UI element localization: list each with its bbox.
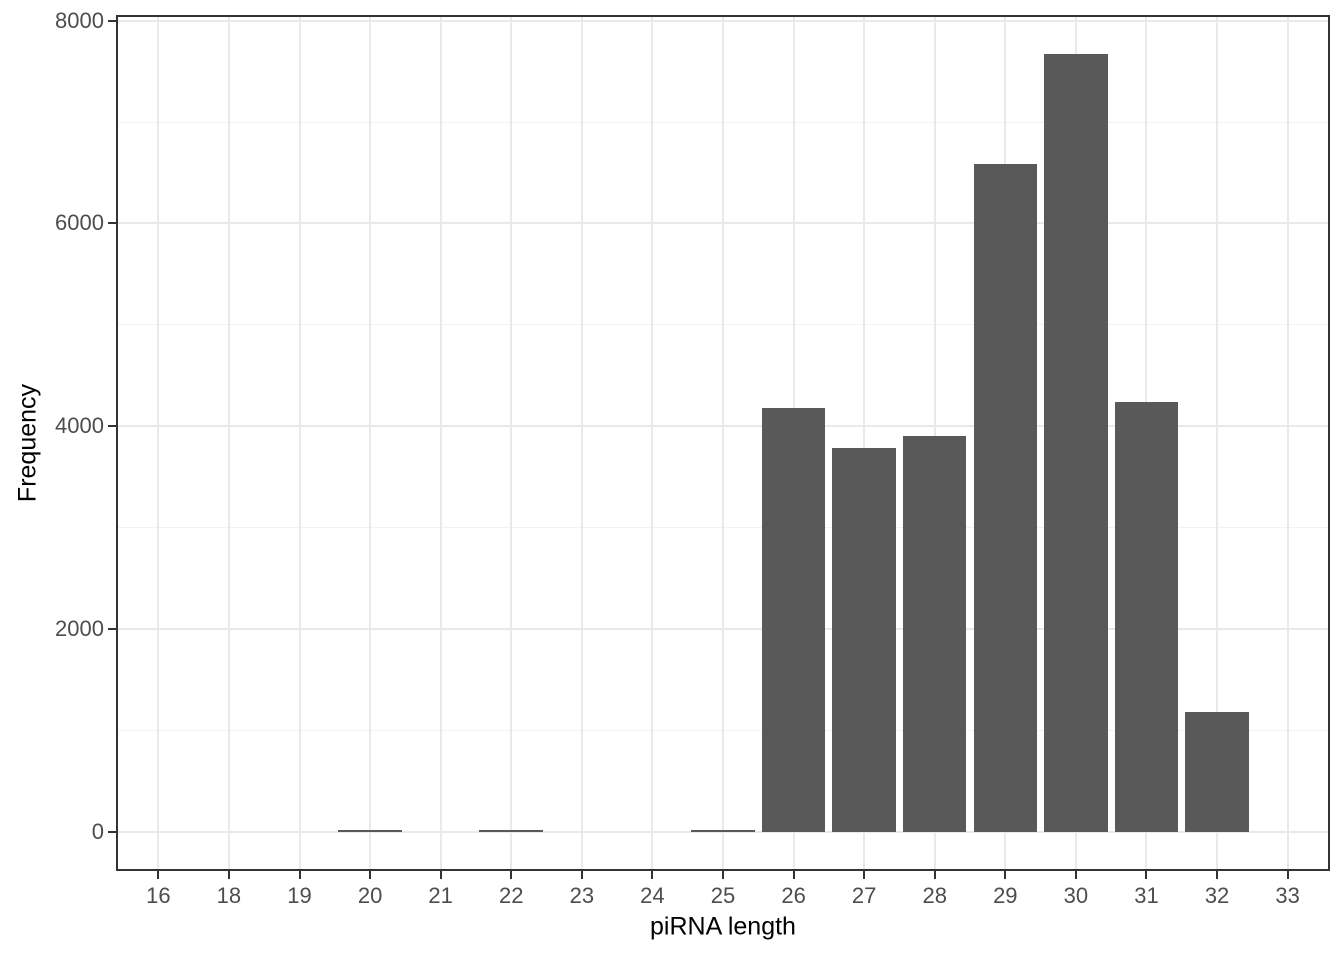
x-tick-label: 29 bbox=[993, 883, 1018, 908]
x-tick-label: 27 bbox=[851, 883, 877, 908]
bar bbox=[973, 163, 1038, 833]
x-tick-label: 22 bbox=[499, 883, 524, 908]
y-tick-label: 2000 bbox=[55, 616, 104, 642]
vertical-gridline bbox=[298, 15, 301, 871]
x-tick-label: 32 bbox=[1204, 883, 1230, 908]
y-tick-mark bbox=[108, 425, 116, 428]
plot-panel bbox=[116, 15, 1330, 871]
x-tick-mark bbox=[510, 871, 513, 879]
x-tick-label: 31 bbox=[1134, 883, 1159, 908]
vertical-gridline bbox=[1286, 15, 1289, 871]
x-tick-mark bbox=[863, 871, 866, 879]
y-tick-label: 8000 bbox=[55, 7, 104, 33]
y-tick-label: 0 bbox=[91, 819, 104, 845]
x-tick-mark bbox=[722, 871, 724, 879]
vertical-gridline bbox=[439, 15, 442, 871]
bar bbox=[1114, 401, 1179, 833]
bar bbox=[338, 830, 402, 833]
x-tick-label: 19 bbox=[287, 883, 312, 908]
vertical-gridline bbox=[227, 15, 230, 871]
x-tick-mark bbox=[439, 871, 442, 879]
x-tick-mark bbox=[227, 871, 230, 879]
x-axis-title: piRNA length bbox=[650, 912, 796, 941]
y-tick-mark bbox=[108, 831, 116, 834]
x-tick-label: 33 bbox=[1275, 883, 1300, 908]
vertical-gridline bbox=[1216, 15, 1219, 871]
x-tick-mark bbox=[580, 871, 583, 879]
y-tick-mark bbox=[108, 19, 116, 22]
x-tick-mark bbox=[1004, 871, 1007, 879]
x-tick-label: 16 bbox=[146, 883, 171, 908]
x-tick-mark bbox=[1216, 871, 1219, 879]
x-tick-mark bbox=[298, 871, 301, 879]
x-tick-label: 30 bbox=[1063, 883, 1089, 908]
x-tick-mark bbox=[1286, 871, 1289, 879]
x-tick-mark bbox=[651, 871, 654, 879]
bar bbox=[832, 447, 896, 833]
vertical-gridline bbox=[651, 15, 654, 871]
x-tick-mark bbox=[792, 871, 795, 879]
x-tick-mark bbox=[369, 871, 372, 879]
bar bbox=[1044, 54, 1108, 833]
vertical-gridline bbox=[510, 15, 513, 871]
vertical-gridline bbox=[863, 15, 866, 871]
bar bbox=[902, 436, 967, 833]
x-tick-label: 28 bbox=[922, 883, 947, 908]
x-tick-label: 25 bbox=[710, 883, 736, 908]
bar bbox=[761, 408, 826, 833]
x-tick-label: 18 bbox=[216, 883, 242, 908]
x-tick-mark bbox=[1074, 871, 1077, 879]
x-tick-mark bbox=[157, 871, 160, 879]
x-tick-label: 26 bbox=[781, 883, 806, 908]
y-tick-label: 4000 bbox=[55, 413, 104, 439]
vertical-gridline bbox=[369, 15, 372, 871]
y-tick-mark bbox=[108, 222, 116, 225]
y-axis-title: Frequency bbox=[13, 383, 42, 503]
y-tick-mark bbox=[108, 628, 116, 631]
y-tick-label: 6000 bbox=[55, 210, 104, 236]
vertical-gridline bbox=[580, 15, 583, 871]
x-tick-label: 23 bbox=[569, 883, 595, 908]
x-tick-mark bbox=[933, 871, 936, 879]
x-tick-label: 21 bbox=[428, 883, 453, 908]
x-tick-mark bbox=[1145, 871, 1148, 879]
x-tick-label: 20 bbox=[357, 883, 383, 908]
vertical-gridline bbox=[722, 15, 724, 871]
vertical-gridline bbox=[157, 15, 160, 871]
bar bbox=[479, 830, 543, 833]
bar bbox=[691, 830, 755, 833]
x-tick-label: 24 bbox=[640, 883, 665, 908]
bar bbox=[1185, 712, 1249, 833]
